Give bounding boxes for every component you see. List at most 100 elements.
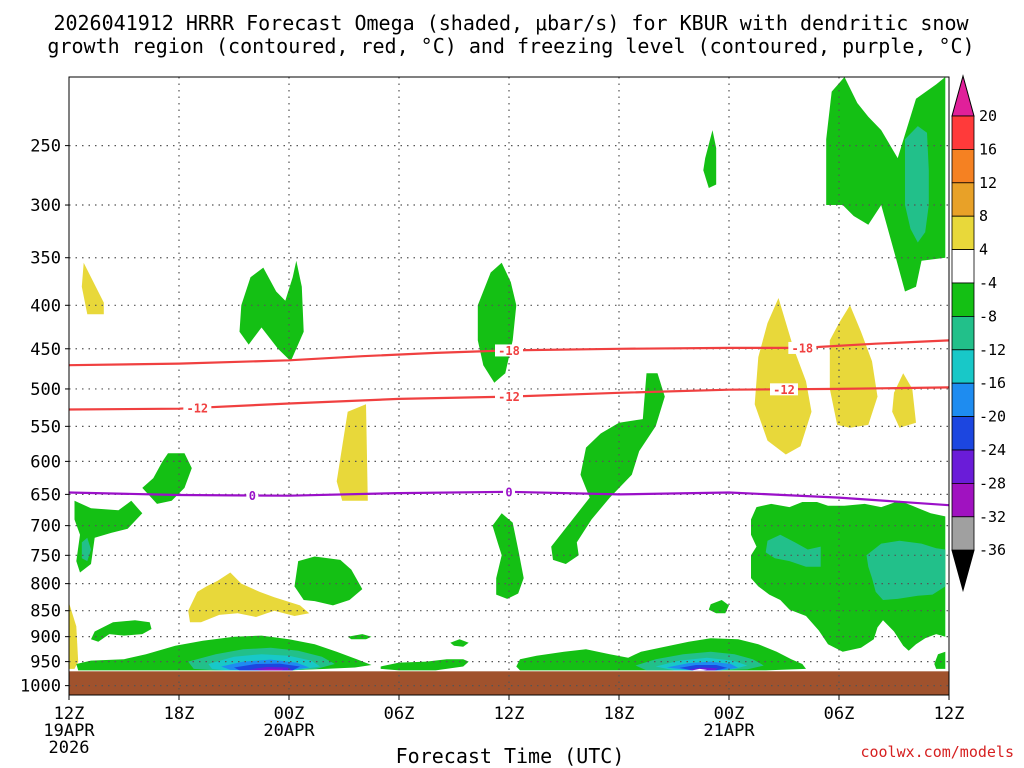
y-tick-label: 400 <box>30 296 61 316</box>
x-tick-label: 12Z <box>494 704 525 724</box>
colorbar-swatch <box>951 182 975 217</box>
site-credit: coolwx.com/models <box>860 743 1014 761</box>
chart-title-line-2: growth region (contoured, red, °C) and f… <box>47 34 974 58</box>
colorbar-label: 4 <box>979 241 988 259</box>
contour-label-bg <box>495 390 523 403</box>
colorbar-label: -36 <box>979 541 1006 559</box>
colorbar-label: -20 <box>979 408 1006 426</box>
colorbar-swatch <box>951 148 975 184</box>
colorbar-swatch <box>951 449 975 484</box>
colorbar-swatch <box>951 249 975 284</box>
y-tick-label: 1000 <box>20 677 61 697</box>
contour-label-bg <box>183 401 212 414</box>
colorbar-swatch <box>951 516 975 551</box>
y-tick-label: 600 <box>30 452 61 472</box>
contour-label: -12 <box>186 401 208 415</box>
colorbar-label: -24 <box>979 441 1006 459</box>
colorbar-label: -4 <box>979 274 997 292</box>
omega-region <box>708 600 729 614</box>
omega-region <box>751 500 946 652</box>
x-tick-label: 00Z <box>714 704 745 724</box>
colorbar-swatch <box>951 315 975 351</box>
chart-title-line-1: 2026041912 HRRR Forecast Omega (shaded, … <box>53 11 969 35</box>
colorbar-label: -28 <box>979 474 1006 492</box>
omega-region <box>492 513 524 599</box>
pressure-axis: 250 300 350 400 450 500 550 600 650 700 750 800 850 9… <box>20 137 69 697</box>
omega-region <box>765 534 821 567</box>
colorbar-label: -12 <box>979 341 1006 359</box>
omega-region <box>754 298 812 455</box>
omega-region <box>347 634 372 640</box>
omega-region <box>81 262 104 315</box>
omega-region <box>91 620 152 642</box>
x-tick-year: 2026 <box>49 738 90 758</box>
y-tick-label: 500 <box>30 380 61 400</box>
x-tick-date: 21APR <box>703 721 755 741</box>
y-tick-label: 850 <box>30 602 61 622</box>
colorbar-label: -32 <box>979 508 1006 526</box>
x-tick-label: 18Z <box>604 704 635 724</box>
y-tick-label: 550 <box>30 417 61 437</box>
contour-label: -18 <box>791 341 813 355</box>
contour-label: -12 <box>773 383 795 397</box>
colorbar-swatch <box>951 215 975 250</box>
colorbar-swatch <box>951 115 975 150</box>
colorbar-swatch <box>951 282 975 317</box>
omega-region <box>934 651 946 669</box>
colorbar-label: 16 <box>979 140 997 158</box>
y-tick-label: 300 <box>30 196 61 216</box>
omega-region <box>294 556 363 606</box>
contour-lines: -18 -18 -12 -12 -12 0 0 <box>68 339 950 507</box>
y-tick-label: 650 <box>30 485 61 505</box>
colorbar-label: 12 <box>979 174 997 192</box>
x-tick-date: 20APR <box>263 721 315 741</box>
contour-label: 0 <box>249 489 256 503</box>
omega-region <box>69 602 79 669</box>
grid-lines <box>69 77 949 695</box>
omega-region <box>188 572 310 623</box>
omega-region <box>239 260 304 362</box>
y-tick-label: 350 <box>30 249 61 269</box>
x-axis-label: Forecast Time (UTC) <box>396 744 625 768</box>
colorbar-label: -16 <box>979 374 1006 392</box>
omega-region <box>142 453 192 504</box>
omega-region <box>703 130 717 188</box>
colorbar-label: 8 <box>979 207 988 225</box>
colorbar-label: 20 <box>979 107 997 125</box>
x-tick-date: 19APR <box>43 721 95 741</box>
contour-label-bg <box>495 344 523 357</box>
contour-label-bg <box>788 341 817 354</box>
y-tick-label: 250 <box>30 137 61 157</box>
omega-region <box>74 500 143 573</box>
x-tick-label: 06Z <box>384 704 415 724</box>
colorbar-swatch <box>951 416 975 451</box>
terrain-below-surface <box>69 671 949 695</box>
omega-region <box>336 404 368 501</box>
omega-region <box>692 668 707 671</box>
omega-region <box>257 668 284 671</box>
y-tick-label: 950 <box>30 653 61 673</box>
contour-label-bg <box>503 485 515 498</box>
omega-region <box>450 639 469 647</box>
omega-region <box>866 540 946 600</box>
y-tick-label: 700 <box>30 517 61 537</box>
colorbar-bottom-arrow <box>951 549 975 593</box>
colorbar-swatch <box>951 382 975 418</box>
omega-region <box>551 373 665 564</box>
omega-region <box>829 305 878 428</box>
contour-label: -12 <box>498 390 520 404</box>
x-tick-label: 00Z <box>274 704 305 724</box>
x-tick-label: 18Z <box>164 704 195 724</box>
y-tick-label: 450 <box>30 340 61 360</box>
x-tick-label: 12Z <box>934 704 965 724</box>
colorbar-swatch <box>951 349 975 384</box>
x-tick-label: 06Z <box>824 704 855 724</box>
freezing-level-0 <box>68 490 950 507</box>
colorbar-swatch <box>951 482 975 518</box>
omega-shaded-regions <box>69 77 946 671</box>
omega-colorbar: 20 16 12 8 4 -4 -8 -12 -16 -20 -24 -28 -32 -36 <box>951 74 1006 593</box>
x-tick-label: 12Z <box>54 704 85 724</box>
omega-region <box>905 126 929 243</box>
